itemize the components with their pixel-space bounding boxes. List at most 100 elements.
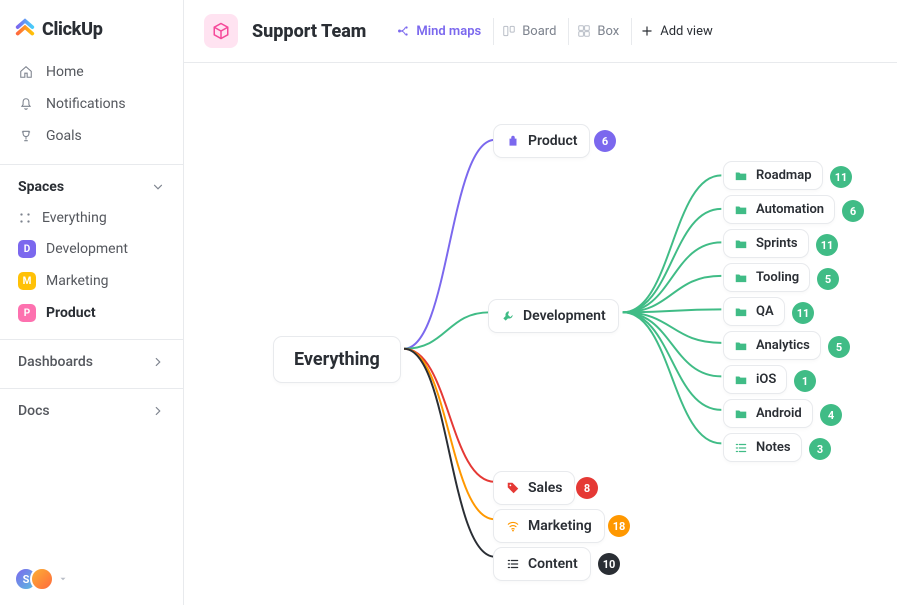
mindmap-canvas[interactable]: Everything Product 6 Development Sales 8 Marke… (184, 63, 897, 605)
tool-icon (501, 309, 515, 323)
sidebar: ClickUp Home Notifications Goals Spaces Ev… (0, 0, 184, 605)
plus-icon (640, 24, 654, 38)
view-tab-mind-maps[interactable]: Mind maps (388, 18, 489, 45)
mindmap-icon (396, 24, 410, 38)
brand-logo[interactable]: ClickUp (0, 0, 183, 54)
mindmap-subnode-roadmap[interactable]: Roadmap (724, 162, 822, 189)
mindmap-root-node[interactable]: Everything (274, 337, 400, 382)
subnode-count-tooling: 5 (817, 268, 839, 290)
tag-icon (506, 481, 520, 495)
spaces-header[interactable]: Spaces (0, 164, 183, 203)
sidebar-nav-label: Goals (46, 128, 82, 144)
node-label: Marketing (528, 518, 592, 534)
sidebar-section-docs[interactable]: Docs (0, 388, 183, 427)
mindmap-node-product[interactable]: Product (494, 125, 589, 157)
node-count-product: 6 (594, 130, 616, 152)
node-count-content: 10 (598, 553, 620, 575)
sidebar-space-product[interactable]: PProduct (0, 297, 183, 329)
mindmap-subnode-sprints[interactable]: Sprints (724, 230, 808, 257)
node-label: QA (756, 304, 774, 319)
node-label: Roadmap (756, 168, 812, 183)
subnode-count-analytics: 5 (828, 336, 850, 358)
list-icon (734, 441, 748, 455)
space-icon[interactable] (204, 14, 238, 48)
sidebar-space-label: Product (46, 305, 96, 321)
mindmap-subnode-analytics[interactable]: Analytics (724, 332, 820, 359)
sidebar-space-development[interactable]: DDevelopment (0, 233, 183, 265)
space-badge: M (18, 272, 36, 290)
mindmap-node-sales[interactable]: Sales (494, 472, 574, 504)
view-tab-board[interactable]: Board (493, 18, 564, 45)
home-icon (18, 64, 34, 80)
add-view-button[interactable]: Add view (631, 18, 721, 45)
sidebar-nav-goals[interactable]: Goals (0, 120, 183, 152)
clickup-logo-icon (14, 18, 36, 40)
folder-icon (734, 237, 748, 251)
mindmap-subnode-notes[interactable]: Notes (724, 434, 801, 461)
mindmap-node-development[interactable]: Development (489, 300, 618, 332)
avatar-stack: S (14, 567, 54, 591)
node-label: Notes (756, 440, 791, 455)
mindmap-subnode-tooling[interactable]: Tooling (724, 264, 809, 291)
board-icon (502, 24, 516, 38)
sidebar-nav-label: Notifications (46, 96, 126, 112)
node-label: Android (756, 406, 802, 421)
sidebar-item-everything[interactable]: Everything (0, 203, 183, 233)
node-label: Development (523, 308, 606, 324)
node-count-marketing: 18 (608, 515, 630, 537)
subnode-count-ios: 1 (794, 370, 816, 392)
avatar (30, 567, 54, 591)
node-label: Tooling (756, 270, 799, 285)
mindmap-subnode-android[interactable]: Android (724, 400, 812, 427)
mindmap-subnode-ios[interactable]: iOS (724, 366, 786, 393)
view-tabs: Mind maps Board BoxAdd view (388, 18, 720, 45)
sidebar-space-label: Marketing (46, 273, 109, 289)
node-label: Content (528, 556, 578, 572)
sidebar-item-label: Everything (42, 210, 107, 226)
sidebar-space-marketing[interactable]: M Marketing (0, 265, 183, 297)
mindmap-node-marketing[interactable]: Marketing (494, 510, 604, 542)
node-label: Sales (528, 480, 562, 496)
folder-icon (734, 203, 748, 217)
chevron-right-icon (151, 404, 165, 418)
sidebar-space-label: Development (46, 241, 128, 257)
folder-icon (734, 305, 748, 319)
folder-icon (734, 339, 748, 353)
wifi-icon (506, 519, 520, 533)
brand-name: ClickUp (42, 19, 103, 40)
sidebar-nav-label: Home (46, 64, 84, 80)
section-label: Docs (18, 403, 50, 419)
sidebar-section-dashboards[interactable]: Dashboards (0, 339, 183, 378)
mindmap-subnode-automation[interactable]: Automation (724, 196, 834, 223)
space-title[interactable]: Support Team (252, 21, 366, 42)
section-label: Dashboards (18, 354, 93, 370)
list-icon (506, 557, 520, 571)
trophy-icon (18, 128, 34, 144)
user-avatar-row[interactable]: S (0, 553, 183, 605)
sidebar-nav-notifications[interactable]: Notifications (0, 88, 183, 120)
subnode-count-automation: 6 (842, 200, 864, 222)
main: Support Team Mind maps Board BoxAdd view E… (184, 0, 897, 605)
subnode-count-sprints: 11 (816, 234, 838, 256)
folder-icon (734, 271, 748, 285)
spaces-header-label: Spaces (18, 179, 64, 195)
bell-icon (18, 96, 34, 112)
view-tab-label: Mind maps (416, 24, 481, 39)
view-tab-box[interactable]: Box (568, 18, 627, 45)
folder-icon (734, 373, 748, 387)
caret-down-icon (58, 572, 72, 586)
subnode-count-notes: 3 (809, 438, 831, 460)
subnode-count-qa: 11 (792, 302, 814, 324)
view-tab-label: Board (522, 24, 556, 39)
sidebar-nav-home[interactable]: Home (0, 56, 183, 88)
node-label: Automation (756, 202, 824, 217)
node-count-sales: 8 (576, 477, 598, 499)
sidebar-nav: Home Notifications Goals (0, 54, 183, 154)
node-label: Sprints (756, 236, 798, 251)
grid-icon (18, 211, 32, 225)
node-label: Product (528, 133, 577, 149)
chevron-down-icon (151, 180, 165, 194)
mindmap-node-content[interactable]: Content (494, 548, 590, 580)
subnode-count-roadmap: 11 (830, 166, 852, 188)
mindmap-subnode-qa[interactable]: QA (724, 298, 784, 325)
